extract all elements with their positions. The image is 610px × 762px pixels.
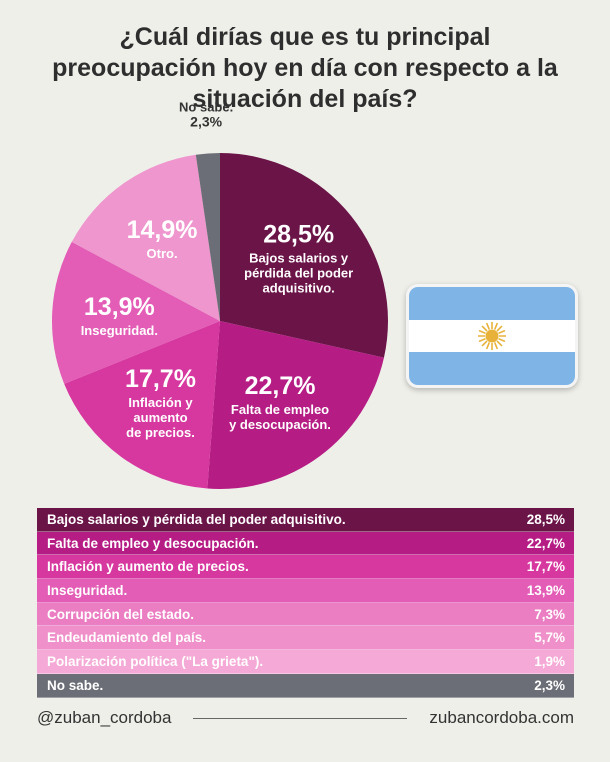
table-row: Inflación y aumento de precios. 17,7%	[37, 555, 574, 580]
sun-ray	[478, 337, 486, 343]
flag-top-band	[409, 287, 575, 320]
slice-category: Inflación y	[128, 395, 193, 410]
table-row: Polarización política ("La grieta"). 1,9%	[37, 650, 574, 674]
sun-of-may-icon	[478, 322, 506, 350]
row-value: 22,7%	[526, 535, 565, 551]
sun-ray	[478, 329, 486, 335]
title-line: preocupación hoy en día con respecto a l…	[52, 54, 558, 82]
slice-category: pérdida del poder	[244, 265, 353, 280]
slice-category: No sabe.	[179, 100, 233, 115]
slice-category: adquisitivo.	[263, 280, 335, 295]
row-value: 7,3%	[534, 606, 565, 622]
slice-label: No sabe.2,3%	[179, 100, 233, 130]
slice-value: 13,9%	[84, 293, 155, 321]
footer: @zuban_cordoba zubancordoba.com	[37, 708, 574, 728]
sun-ray	[496, 340, 503, 347]
slice-category: y desocupación.	[229, 417, 331, 432]
row-value: 13,9%	[526, 582, 565, 598]
sun-ray	[485, 322, 491, 330]
sun-ray	[498, 337, 506, 343]
title-line: situación del país?	[192, 85, 418, 113]
pie-slice	[51, 241, 220, 384]
table-row: Corrupción del estado. 7,3%	[37, 602, 574, 627]
slice-label: 14,9% Otro.	[127, 216, 198, 261]
row-value: 2,3%	[534, 677, 565, 693]
sun-ray	[498, 329, 506, 335]
chart-title: ¿Cuál dirías que es tu principal preocup…	[30, 22, 580, 115]
row-value: 28,5%	[526, 511, 565, 527]
table-row: Endeudamiento del país. 5,7%	[37, 626, 574, 651]
sun-ray	[481, 325, 488, 332]
row-label: Falta de empleo y desocupación.	[47, 535, 259, 551]
slice-category: Falta de empleo	[231, 402, 329, 417]
table-row: No sabe. 2,3%	[37, 673, 574, 698]
website-link[interactable]: zubancordoba.com	[429, 708, 574, 727]
footer-divider	[193, 717, 408, 719]
row-label: Inseguridad.	[47, 582, 128, 598]
sun-ray	[493, 342, 499, 350]
sun-ray	[481, 340, 488, 347]
row-value: 17,7%	[526, 559, 565, 575]
table-row: Inseguridad. 13,9%	[37, 579, 574, 603]
pie-slice	[71, 154, 220, 321]
sun-ray	[496, 325, 503, 332]
row-label: Endeudamiento del país.	[47, 630, 207, 646]
table-row: Falta de empleo y desocupación. 22,7%	[37, 531, 574, 556]
argentina-flag-icon	[406, 284, 578, 388]
slice-value: 14,9%	[127, 216, 198, 244]
row-label: Bajos salarios y pérdida del poder adqui…	[47, 511, 346, 527]
table-row: Bajos salarios y pérdida del poder adqui…	[37, 508, 574, 532]
sun-disc	[485, 329, 499, 343]
slice-category: Inseguridad.	[81, 323, 158, 338]
slice-value: 17,7%	[125, 365, 196, 393]
title-line: ¿Cuál dirías que es tu principal	[119, 23, 491, 51]
row-label: Polarización política ("La grieta").	[47, 653, 264, 669]
flag-bottom-band	[409, 352, 575, 385]
slice-value: 2,3%	[190, 114, 222, 130]
row-value: 5,7%	[534, 630, 565, 646]
row-value: 1,9%	[534, 653, 565, 669]
slice-category: de precios.	[126, 425, 195, 440]
pie-slice	[195, 153, 220, 321]
row-label: Inflación y aumento de precios.	[47, 559, 249, 575]
sun-ray	[493, 322, 499, 330]
slice-category: Otro.	[147, 246, 178, 261]
slice-value: 28,5%	[263, 220, 334, 248]
slice-category: Bajos salarios y	[249, 250, 349, 265]
row-label: No sabe.	[47, 677, 104, 693]
sun-ray	[485, 342, 491, 350]
pie-slice	[220, 153, 388, 358]
slice-category: aumento	[133, 410, 187, 425]
pie-slice	[64, 321, 221, 489]
row-label: Corrupción del estado.	[47, 606, 195, 622]
social-handle[interactable]: @zuban_cordoba	[37, 708, 172, 727]
results-table: Bajos salarios y pérdida del poder adqui…	[37, 508, 574, 698]
pie-slice	[207, 321, 384, 489]
slice-value: 22,7%	[245, 372, 316, 400]
slice-label: 13,9% Inseguridad.	[81, 293, 158, 338]
